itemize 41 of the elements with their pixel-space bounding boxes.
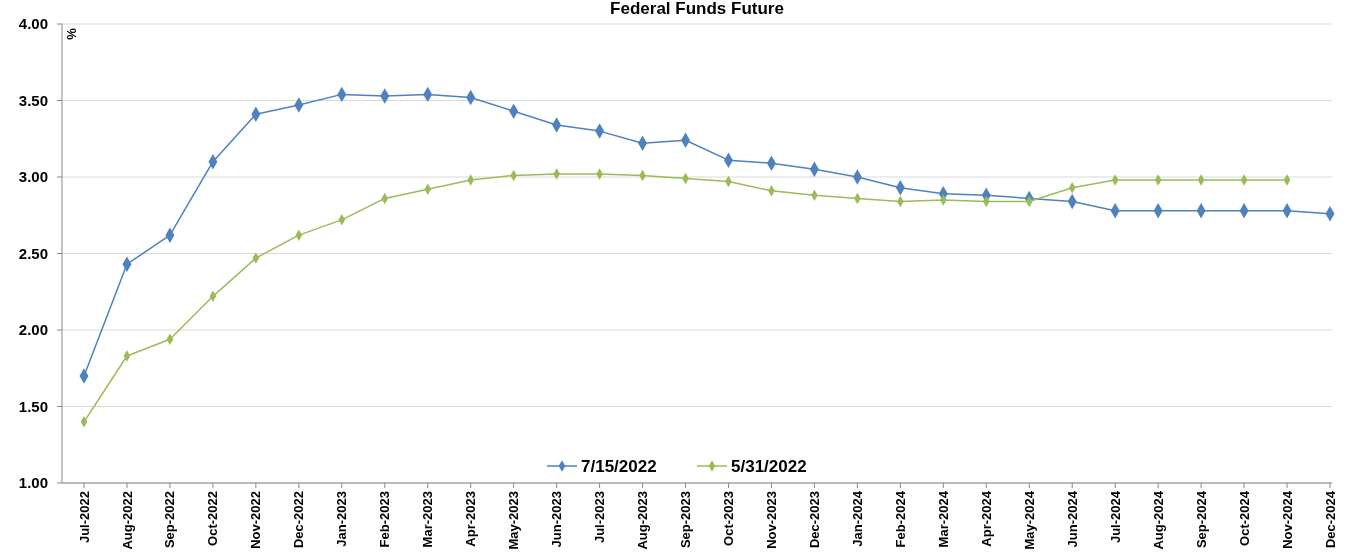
x-tick-label: Jul-2022 — [76, 491, 92, 544]
chart-title: Federal Funds Future — [610, 0, 784, 18]
x-tick-label: Jun-2024 — [1064, 490, 1080, 548]
y-tick-label: 2.00 — [18, 321, 48, 339]
legend-label: 5/31/2022 — [731, 456, 807, 476]
x-tick-label: Aug-2023 — [635, 491, 651, 550]
x-tick-label: May-2023 — [506, 491, 522, 550]
x-tick-label: Dec-2022 — [291, 491, 307, 549]
x-tick-label: Mar-2024 — [935, 490, 951, 548]
x-tick-label: Jul-2023 — [592, 491, 608, 544]
y-tick-label: 3.50 — [18, 91, 48, 109]
x-tick-label: Feb-2024 — [892, 490, 908, 548]
x-tick-label: Mar-2023 — [420, 491, 436, 548]
x-tick-label: Jan-2023 — [334, 491, 350, 547]
x-tick-label: Apr-2023 — [463, 491, 479, 547]
x-tick-label: Jan-2024 — [849, 490, 865, 547]
x-tick-label: Jul-2024 — [1107, 490, 1123, 544]
x-tick-label: May-2024 — [1021, 490, 1037, 550]
x-tick-label: Oct-2023 — [721, 491, 737, 546]
x-tick-label: Sep-2023 — [678, 491, 694, 549]
y-axis-title: % — [64, 27, 79, 40]
y-tick-label: 4.00 — [18, 15, 48, 33]
x-tick-label: Dec-2024 — [1322, 490, 1338, 549]
x-tick-label: Sep-2024 — [1193, 490, 1209, 549]
x-tick-label: Aug-2022 — [119, 491, 135, 550]
x-tick-label: Jun-2023 — [549, 491, 565, 548]
x-tick-label: Nov-2024 — [1279, 490, 1295, 549]
y-tick-label: 1.00 — [18, 474, 48, 492]
x-tick-label: Nov-2022 — [248, 491, 264, 549]
y-tick-label: 3.00 — [18, 168, 48, 186]
x-tick-label: Dec-2023 — [806, 491, 822, 549]
x-tick-label: Oct-2024 — [1236, 490, 1252, 546]
y-tick-label: 1.50 — [18, 397, 48, 415]
x-tick-label: Aug-2024 — [1150, 490, 1166, 550]
x-tick-label: Nov-2023 — [764, 491, 779, 549]
legend-label: 7/15/2022 — [581, 456, 657, 476]
x-tick-label: Oct-2022 — [205, 491, 221, 546]
y-tick-label: 2.50 — [18, 244, 48, 262]
x-tick-label: Feb-2023 — [377, 491, 393, 548]
x-tick-label: Sep-2022 — [162, 491, 178, 549]
x-tick-label: Apr-2024 — [978, 490, 994, 547]
